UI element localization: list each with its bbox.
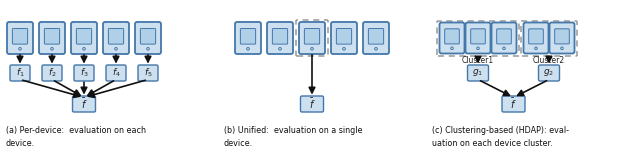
FancyBboxPatch shape	[71, 22, 97, 54]
FancyBboxPatch shape	[470, 29, 485, 44]
Text: $f_{5}$: $f_{5}$	[143, 67, 152, 79]
Text: $f_{2}$: $f_{2}$	[48, 67, 56, 79]
Text: $f_{1}$: $f_{1}$	[15, 67, 24, 79]
FancyBboxPatch shape	[44, 29, 60, 44]
FancyBboxPatch shape	[331, 22, 357, 54]
FancyBboxPatch shape	[10, 65, 30, 81]
Text: $g_{2}$: $g_{2}$	[543, 68, 554, 78]
FancyBboxPatch shape	[138, 65, 158, 81]
FancyBboxPatch shape	[337, 29, 351, 44]
Text: $f_{3}$: $f_{3}$	[79, 67, 88, 79]
FancyBboxPatch shape	[529, 29, 543, 44]
Text: (a) Per-device:  evaluation on each
device.: (a) Per-device: evaluation on each devic…	[6, 126, 146, 148]
FancyBboxPatch shape	[235, 22, 261, 54]
FancyBboxPatch shape	[72, 96, 95, 112]
FancyBboxPatch shape	[140, 29, 156, 44]
FancyBboxPatch shape	[39, 22, 65, 54]
FancyBboxPatch shape	[42, 65, 62, 81]
Text: (c) Clustering-based (HDAP): eval-
uation on each device cluster.: (c) Clustering-based (HDAP): eval- uatio…	[432, 126, 569, 148]
FancyBboxPatch shape	[135, 22, 161, 54]
FancyBboxPatch shape	[301, 96, 323, 112]
FancyBboxPatch shape	[76, 29, 92, 44]
FancyBboxPatch shape	[440, 22, 465, 54]
Text: (b) Unified:  evaluation on a single
device.: (b) Unified: evaluation on a single devi…	[224, 126, 362, 148]
FancyBboxPatch shape	[74, 65, 94, 81]
FancyBboxPatch shape	[445, 29, 460, 44]
Text: $f_{4}$: $f_{4}$	[111, 67, 120, 79]
FancyBboxPatch shape	[273, 29, 287, 44]
Text: Cluster1: Cluster1	[462, 56, 494, 65]
Text: $g_{1}$: $g_{1}$	[472, 68, 484, 78]
FancyBboxPatch shape	[305, 29, 319, 44]
Text: Cluster2: Cluster2	[533, 56, 565, 65]
FancyBboxPatch shape	[555, 29, 570, 44]
FancyBboxPatch shape	[550, 22, 575, 54]
FancyBboxPatch shape	[363, 22, 389, 54]
FancyBboxPatch shape	[467, 65, 488, 81]
FancyBboxPatch shape	[465, 22, 490, 54]
FancyBboxPatch shape	[106, 65, 126, 81]
FancyBboxPatch shape	[369, 29, 383, 44]
FancyBboxPatch shape	[12, 29, 28, 44]
Text: $\bar{f}$: $\bar{f}$	[308, 97, 316, 111]
FancyBboxPatch shape	[267, 22, 293, 54]
FancyBboxPatch shape	[538, 65, 559, 81]
FancyBboxPatch shape	[492, 22, 516, 54]
FancyBboxPatch shape	[103, 22, 129, 54]
FancyBboxPatch shape	[108, 29, 124, 44]
FancyBboxPatch shape	[524, 22, 548, 54]
FancyBboxPatch shape	[299, 22, 325, 54]
FancyBboxPatch shape	[497, 29, 511, 44]
Text: $\bar{f}$: $\bar{f}$	[510, 97, 517, 111]
FancyBboxPatch shape	[502, 96, 525, 112]
Text: $\bar{f}$: $\bar{f}$	[81, 97, 87, 111]
FancyBboxPatch shape	[241, 29, 255, 44]
FancyBboxPatch shape	[7, 22, 33, 54]
